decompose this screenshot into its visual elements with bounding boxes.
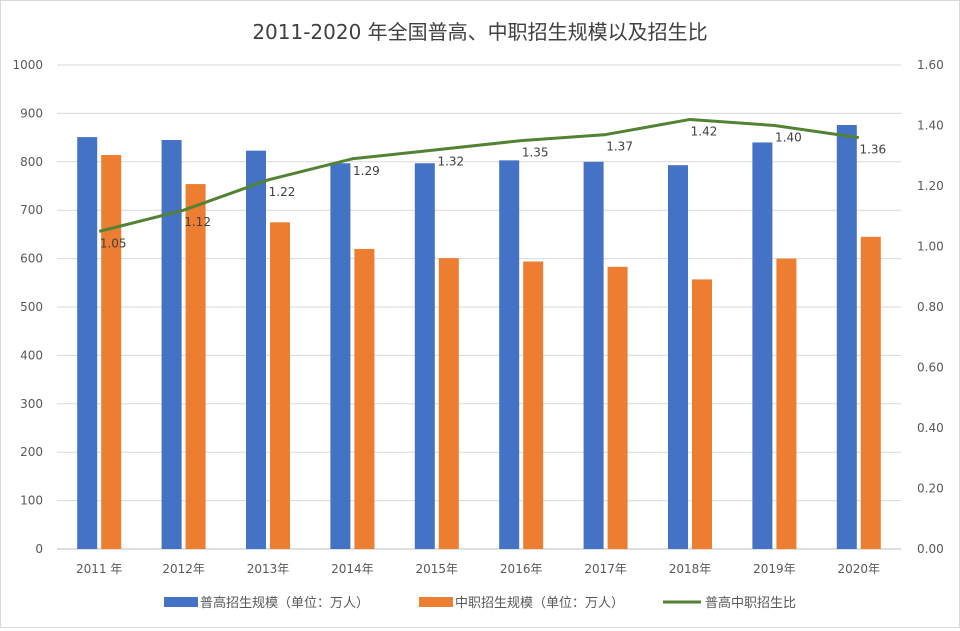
bar-general-high (836, 125, 857, 550)
x-tick-label: 2017年 (584, 562, 627, 576)
x-tick-label: 2019年 (753, 562, 796, 576)
left-tick-label: 900 (20, 106, 43, 120)
x-tick-label: 2011 年 (76, 562, 122, 576)
ratio-data-label: 1.29 (353, 164, 380, 178)
bar-vocational (776, 258, 797, 549)
bars (77, 125, 881, 550)
bar-general-high (499, 160, 520, 549)
legend-swatch (419, 597, 453, 607)
right-tick-label: 0.00 (917, 542, 944, 556)
bar-vocational (101, 155, 122, 550)
legend-label: 普高招生规模（单位：万人） (200, 595, 369, 611)
right-tick-label: 0.20 (917, 482, 944, 496)
left-tick-label: 300 (20, 397, 43, 411)
ratio-data-label: 1.32 (437, 155, 464, 169)
right-tick-label: 0.60 (917, 361, 944, 375)
x-tick-label: 2012年 (162, 562, 205, 576)
left-tick-label: 1000 (12, 58, 43, 72)
bar-general-high (246, 150, 266, 549)
bar-general-high (668, 165, 688, 550)
bar-vocational (692, 279, 712, 549)
bar-general-high (330, 163, 351, 549)
ratio-data-label: 1.12 (184, 215, 211, 229)
right-tick-label: 1.00 (917, 240, 944, 254)
ratio-data-label: 1.42 (691, 124, 718, 138)
left-tick-label: 200 (20, 445, 43, 459)
right-axis: 0.00 0.20 0.40 0.60 0.80 1.00 1.20 1.40 1.60 (917, 58, 944, 556)
right-tick-label: 1.60 (917, 58, 944, 72)
left-tick-label: 400 (20, 348, 43, 362)
x-tick-label: 2016年 (500, 562, 543, 576)
ratio-data-label: 1.22 (269, 185, 296, 199)
ratio-line-path (98, 117, 860, 233)
ratio-data-label: 1.40 (775, 131, 802, 145)
chart-title: 2011-2020 年全国普高、中职招生规模以及招生比 (252, 20, 707, 44)
bar-vocational (860, 236, 881, 549)
legend-label: 普高中职招生比 (705, 595, 796, 611)
bar-general-high (414, 163, 435, 549)
bar-vocational (607, 266, 628, 549)
bar-general-high (161, 140, 182, 549)
x-tick-label: 2013年 (247, 562, 290, 576)
legend: 普高招生规模（单位：万人） 中职招生规模（单位：万人） 普高中职招生比 (164, 595, 796, 611)
right-tick-label: 1.20 (917, 179, 944, 193)
bar-general-high (752, 142, 773, 549)
left-tick-label: 600 (20, 252, 43, 266)
left-tick-label: 800 (20, 155, 43, 169)
left-tick-label: 0 (35, 542, 43, 556)
left-tick-label: 100 (20, 494, 43, 508)
x-axis: 2011 年 2012年 2013年 2014年 2015年 2016年 2017年 2018… (76, 562, 880, 576)
bar-vocational (354, 248, 375, 550)
bar-vocational (523, 261, 544, 549)
x-tick-label: 2018年 (669, 562, 712, 576)
ratio-data-label: 1.05 (100, 236, 127, 250)
legend-label: 中职招生规模（单位：万人） (455, 596, 624, 611)
bar-general-high (77, 137, 98, 549)
legend-swatch (164, 597, 198, 607)
ratio-data-label: 1.37 (606, 140, 633, 154)
x-tick-label: 2014年 (331, 562, 374, 576)
ratio-data-label: 1.36 (859, 143, 886, 157)
ratio-data-label: 1.35 (522, 146, 549, 160)
bar-general-high (583, 161, 604, 550)
right-tick-label: 0.40 (917, 421, 944, 435)
left-tick-label: 700 (20, 203, 43, 217)
right-tick-label: 1.40 (917, 119, 944, 133)
bar-vocational (438, 258, 459, 549)
bar-vocational (270, 222, 290, 550)
x-tick-label: 2015年 (416, 562, 459, 576)
x-tick-label: 2020年 (838, 562, 881, 576)
left-axis: 0 100 200 300 400 500 600 700 800 900 1000 (12, 58, 43, 556)
left-tick-label: 500 (20, 300, 43, 314)
ratio-line: 1.05 1.12 1.22 1.29 1.32 1.35 1.37 1.42 1.40 1.36 (98, 117, 886, 250)
bar-vocational (185, 184, 206, 549)
right-tick-label: 0.80 (917, 300, 944, 314)
